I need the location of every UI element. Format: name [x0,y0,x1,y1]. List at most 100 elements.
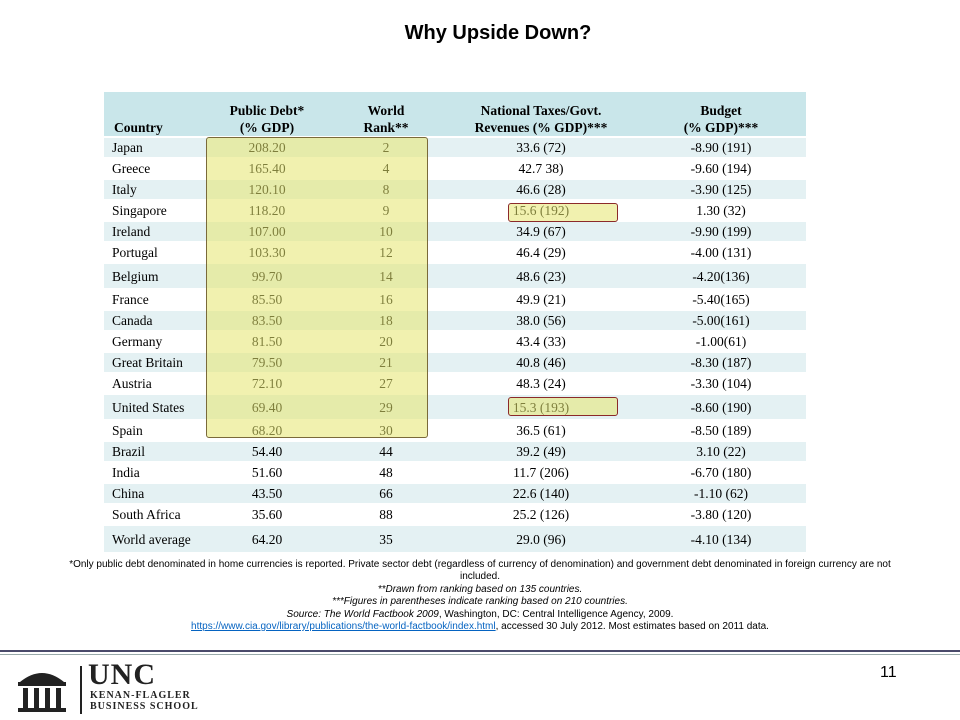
cell-public-debt: 68.20 [208,419,326,441]
cell-budget: -9.90 (199) [636,220,806,242]
cell-public-debt: 165.40 [208,157,326,179]
footer-divider-thin [0,654,960,655]
footnote-1: *Only public debt denominated in home cu… [69,559,891,583]
cell-public-debt: 64.20 [208,524,326,552]
cell-budget: -4.00 (131) [636,241,806,263]
cell-taxes: 38.0 (56) [446,309,636,331]
cell-taxes: 25.2 (126) [446,503,636,525]
cell-public-debt: 69.40 [208,393,326,420]
cell-world-rank: 12 [326,241,446,263]
table-row: Germany 81.50 20 43.4 (33) -1.00(61) [104,330,806,352]
cell-world-rank: 9 [326,199,446,221]
cell-taxes: 48.3 (24) [446,372,636,394]
cell-world-rank: 8 [326,178,446,200]
footnote-3: ***Figures in parentheses indicate ranki… [332,596,628,608]
cell-world-rank: 66 [326,482,446,504]
table-row: Ireland 107.00 10 34.9 (67) -9.90 (199) [104,220,806,242]
cell-taxes: 49.9 (21) [446,288,636,310]
cell-budget: -8.60 (190) [636,393,806,420]
cell-public-debt: 120.10 [208,178,326,200]
table-row: South Africa 35.60 88 25.2 (126) -3.80 (120) [104,503,806,525]
logo-unc-text: UNC [88,658,156,691]
cell-world-rank: 4 [326,157,446,179]
cell-public-debt: 35.60 [208,503,326,525]
cell-taxes: 29.0 (96) [446,524,636,552]
table-header-row: Country Public Debt* (% GDP) World Rank** … [104,92,806,138]
cell-taxes: 48.6 (23) [446,262,636,289]
cell-public-debt: 81.50 [208,330,326,352]
table-row: Austria 72.10 27 48.3 (24) -3.30 (104) [104,372,806,394]
cell-country: Austria [104,372,208,394]
table-body: Japan 208.20 2 33.6 (72) -8.90 (191) Greece 16… [104,136,806,552]
table-row: Canada 83.50 18 38.0 (56) -5.00(161) [104,309,806,331]
cell-budget: -9.60 (194) [636,157,806,179]
header-world-rank: World Rank** [326,92,446,138]
cell-world-rank: 10 [326,220,446,242]
cell-public-debt: 208.20 [208,136,326,158]
footnote-2: **Drawn from ranking based on 135 countr… [377,583,583,595]
table-row: Brazil 54.40 44 39.2 (49) 3.10 (22) [104,440,806,462]
cell-world-rank: 88 [326,503,446,525]
cell-country: Greece [104,157,208,179]
cell-country: Japan [104,136,208,158]
cell-taxes: 46.6 (28) [446,178,636,200]
cell-country: Belgium [104,262,208,289]
header-public-debt: Public Debt* (% GDP) [208,92,326,138]
debt-table: Country Public Debt* (% GDP) World Rank** … [104,92,806,552]
cell-budget: -1.10 (62) [636,482,806,504]
cell-world-rank: 16 [326,288,446,310]
table-row: United States 69.40 29 15.3 (193) -8.60 (190… [104,393,806,420]
cell-taxes: 39.2 (49) [446,440,636,462]
cell-budget: -8.90 (191) [636,136,806,158]
cell-budget: -1.00(61) [636,330,806,352]
table-row: Portugal 103.30 12 46.4 (29) -4.00 (131) [104,241,806,263]
cell-public-debt: 118.20 [208,199,326,221]
table-row: Belgium 99.70 14 48.6 (23) -4.20(136) [104,262,806,289]
source-link-line: https://www.cia.gov/library/publications… [191,621,769,633]
cell-taxes: 36.5 (61) [446,419,636,441]
factbook-link[interactable]: https://www.cia.gov/library/publications… [191,621,496,633]
cell-world-rank: 30 [326,419,446,441]
table-row: Greece 165.40 4 42.7 38) -9.60 (194) [104,157,806,179]
cell-country: India [104,461,208,483]
cell-public-debt: 103.30 [208,241,326,263]
cell-public-debt: 43.50 [208,482,326,504]
table-row: Singapore 118.20 9 15.6 (192) 1.30 (32) [104,199,806,221]
cell-budget: 1.30 (32) [636,199,806,221]
cell-budget: -5.00(161) [636,309,806,331]
cell-world-rank: 29 [326,393,446,420]
cell-world-rank: 48 [326,461,446,483]
cell-country: China [104,482,208,504]
cell-budget: -6.70 (180) [636,461,806,483]
cell-budget: -4.10 (134) [636,524,806,552]
cell-budget: -3.30 (104) [636,372,806,394]
table-row: Japan 208.20 2 33.6 (72) -8.90 (191) [104,136,806,158]
cell-country: Singapore [104,199,208,221]
logo-divider [80,666,82,714]
cell-taxes: 43.4 (33) [446,330,636,352]
cell-country: United States [104,393,208,420]
cell-country: World average [104,524,208,552]
cell-public-debt: 85.50 [208,288,326,310]
cell-country: Brazil [104,440,208,462]
cell-budget: -8.30 (187) [636,351,806,373]
cell-world-rank: 18 [326,309,446,331]
cell-public-debt: 99.70 [208,262,326,289]
cell-budget: -8.50 (189) [636,419,806,441]
footnotes: *Only public debt denominated in home cu… [60,559,900,633]
table-row: Great Britain 79.50 21 40.8 (46) -8.30 (187) [104,351,806,373]
cell-budget: -4.20(136) [636,262,806,289]
cell-taxes: 15.3 (193) [446,393,636,420]
cell-taxes: 11.7 (206) [446,461,636,483]
slide-title: Why Upside Down? [404,22,592,44]
table-row: China 43.50 66 22.6 (140) -1.10 (62) [104,482,806,504]
cell-budget: -3.90 (125) [636,178,806,200]
cell-country: Portugal [104,241,208,263]
cell-country: Ireland [104,220,208,242]
table-row: Italy 120.10 8 46.6 (28) -3.90 (125) [104,178,806,200]
cell-world-rank: 35 [326,524,446,552]
cell-country: Great Britain [104,351,208,373]
cell-taxes: 42.7 38) [446,157,636,179]
cell-budget: -3.80 (120) [636,503,806,525]
table-row: World average 64.20 35 29.0 (96) -4.10 (134) [104,524,806,552]
